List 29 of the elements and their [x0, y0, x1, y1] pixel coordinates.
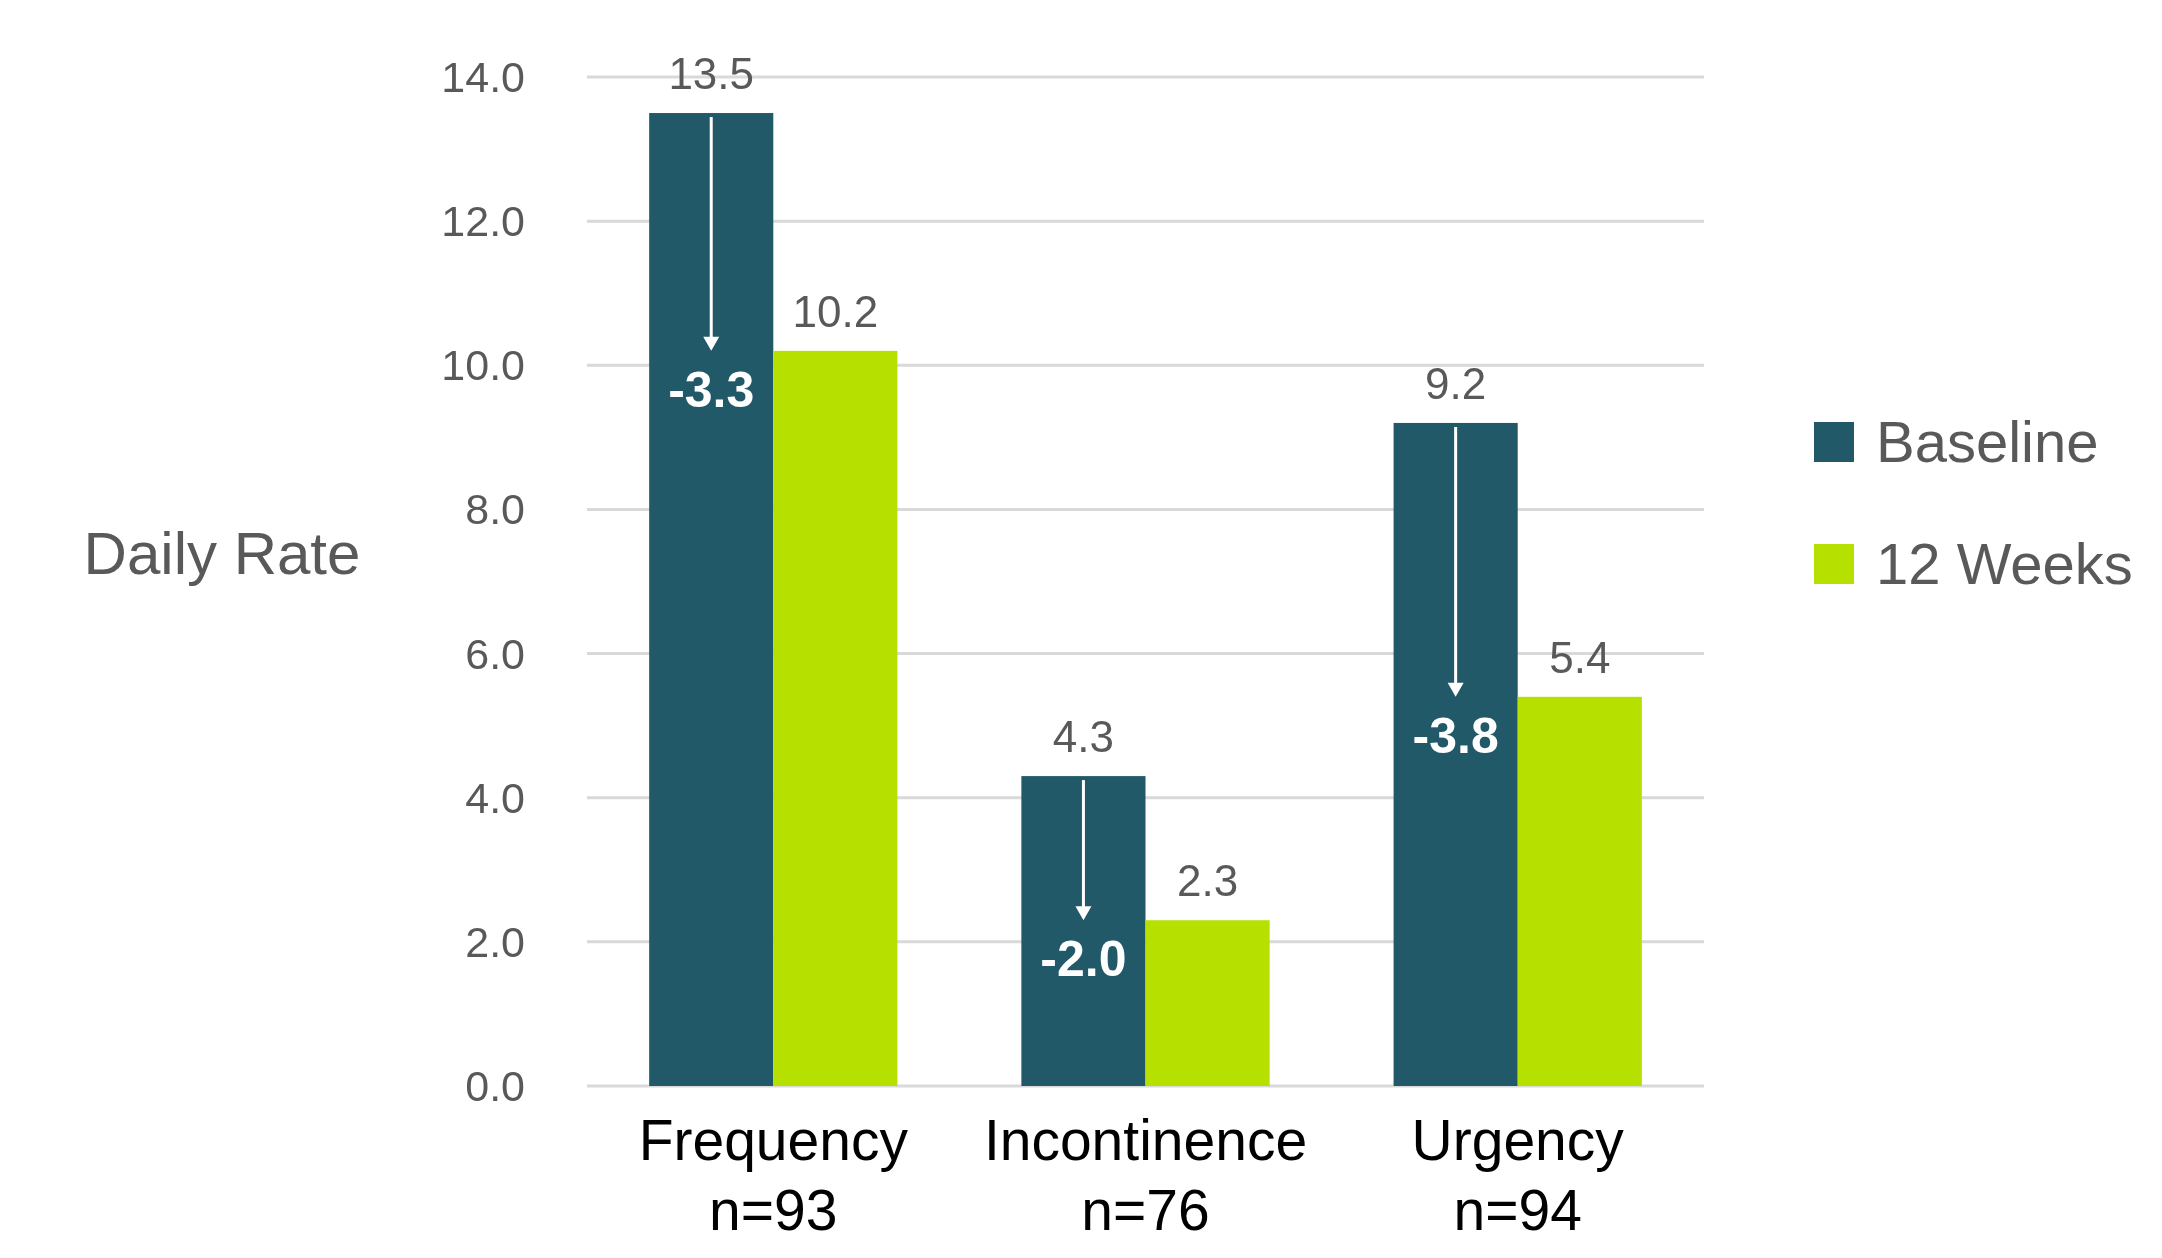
data-label: 5.4 [1549, 632, 1611, 682]
annotation: -2.0 [1040, 931, 1127, 988]
annotation: -3.3 [668, 361, 755, 418]
y-axis-title: Daily Rate [83, 520, 361, 587]
x-tick-label: Incontinence n=76 [983, 1108, 1308, 1242]
bar [1517, 696, 1642, 1086]
data-label: 4.3 [1052, 712, 1115, 762]
data-label: 10.2 [792, 286, 879, 336]
legend-label: 12 Weeks [1876, 531, 2133, 597]
data-label: 2.3 [1176, 856, 1239, 906]
y-tick-label: 0.0 [465, 1062, 525, 1111]
data-label: 9.2 [1425, 358, 1487, 408]
bar [773, 350, 898, 1086]
y-tick-label: 4.0 [465, 773, 525, 822]
bar [1393, 422, 1518, 1086]
x-tick-label: Frequency n=93 [638, 1108, 909, 1242]
bar [1021, 776, 1146, 1086]
x-tick-label: Urgency n=94 [1411, 1108, 1625, 1242]
annotation: -3.8 [1412, 707, 1499, 764]
bar [1145, 920, 1270, 1086]
y-tick-label: 14.0 [441, 53, 525, 102]
data-label: 13.5 [668, 49, 755, 99]
legend-label: Baseline [1876, 409, 2099, 475]
y-tick-label: 12.0 [441, 197, 525, 246]
y-tick-label: 10.0 [441, 341, 525, 390]
y-tick-label: 8.0 [465, 485, 525, 534]
bar [649, 113, 774, 1086]
y-tick-label: 6.0 [465, 629, 525, 678]
y-tick-label: 2.0 [465, 917, 525, 966]
